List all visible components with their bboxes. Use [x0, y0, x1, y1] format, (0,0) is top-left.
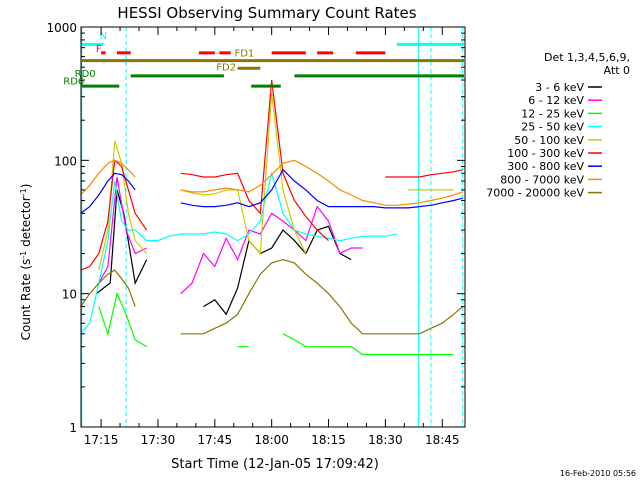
x-tick-label-6: 18:45: [425, 433, 460, 447]
x-tick-label-4: 18:15: [311, 433, 346, 447]
mode-label-rd6: RD6: [63, 77, 84, 88]
series-line-6: [80, 168, 463, 214]
x-axis-label: Start Time (12-Jan-05 17:09:42): [171, 457, 379, 472]
legend-label-3: 25 - 50 keV: [521, 121, 584, 134]
series-line-1: [98, 176, 363, 295]
legend-header-0: Det 1,3,4,5,6,9,: [544, 51, 630, 64]
mode-label-fd1: FD1: [234, 49, 254, 60]
chart-title: HESSI Observing Summary Count Rates: [117, 4, 416, 22]
x-tick-label-0: 17:15: [84, 433, 119, 447]
x-tick-label-3: 18:00: [254, 433, 289, 447]
x-tick-label-5: 18:30: [368, 433, 403, 447]
legend-label-7: 800 - 7000 keV: [500, 173, 584, 186]
legend-label-5: 100 - 300 keV: [507, 147, 584, 160]
series-layer: [80, 80, 464, 356]
x-tick-label-2: 17:45: [198, 433, 233, 447]
legend-label-8: 7000 - 20000 keV: [486, 187, 584, 200]
y-tick-label-1: 10: [62, 288, 77, 302]
legend-label-1: 6 - 12 keV: [528, 94, 584, 107]
mode-label-f: F: [96, 44, 102, 55]
y-tick-label-3: 1000: [46, 21, 77, 35]
legend-label-6: 300 - 800 keV: [507, 160, 584, 173]
legend-label-2: 12 - 25 keV: [521, 107, 584, 120]
mode-label-rd0: RD0: [75, 69, 96, 80]
render-timestamp: 16-Feb-2010 05:56: [560, 469, 636, 478]
y-axis-label: Count Rate (s-1 detector-1): [19, 184, 34, 341]
axes-layer: 17:15 17:30 17:45 18:00 18:15 18:30 18:45 1 10 10…: [46, 21, 466, 447]
series-line-7: [80, 159, 463, 206]
series-line-8: [80, 258, 464, 335]
mode-label-n: N: [100, 31, 107, 42]
vertical-marker-layer: [81, 27, 464, 427]
series-line-0: [96, 189, 352, 316]
series-line-2: [98, 291, 454, 356]
svg-text:Count Rate (s-1 detector-1): Count Rate (s-1 detector-1): [19, 184, 34, 341]
mode-label-fd2: FD2: [216, 63, 236, 74]
y-tick-label-0: 1: [69, 421, 77, 435]
series-line-3: [80, 170, 397, 335]
x-tick-label-1: 17:30: [141, 433, 176, 447]
legend-header-1: Att 0: [604, 64, 630, 77]
legend-label-0: 3 - 6 keV: [535, 81, 584, 94]
plot-frame: [80, 26, 466, 428]
legend-label-4: 50 - 100 keV: [514, 134, 584, 147]
y-tick-label-2: 100: [54, 154, 77, 168]
